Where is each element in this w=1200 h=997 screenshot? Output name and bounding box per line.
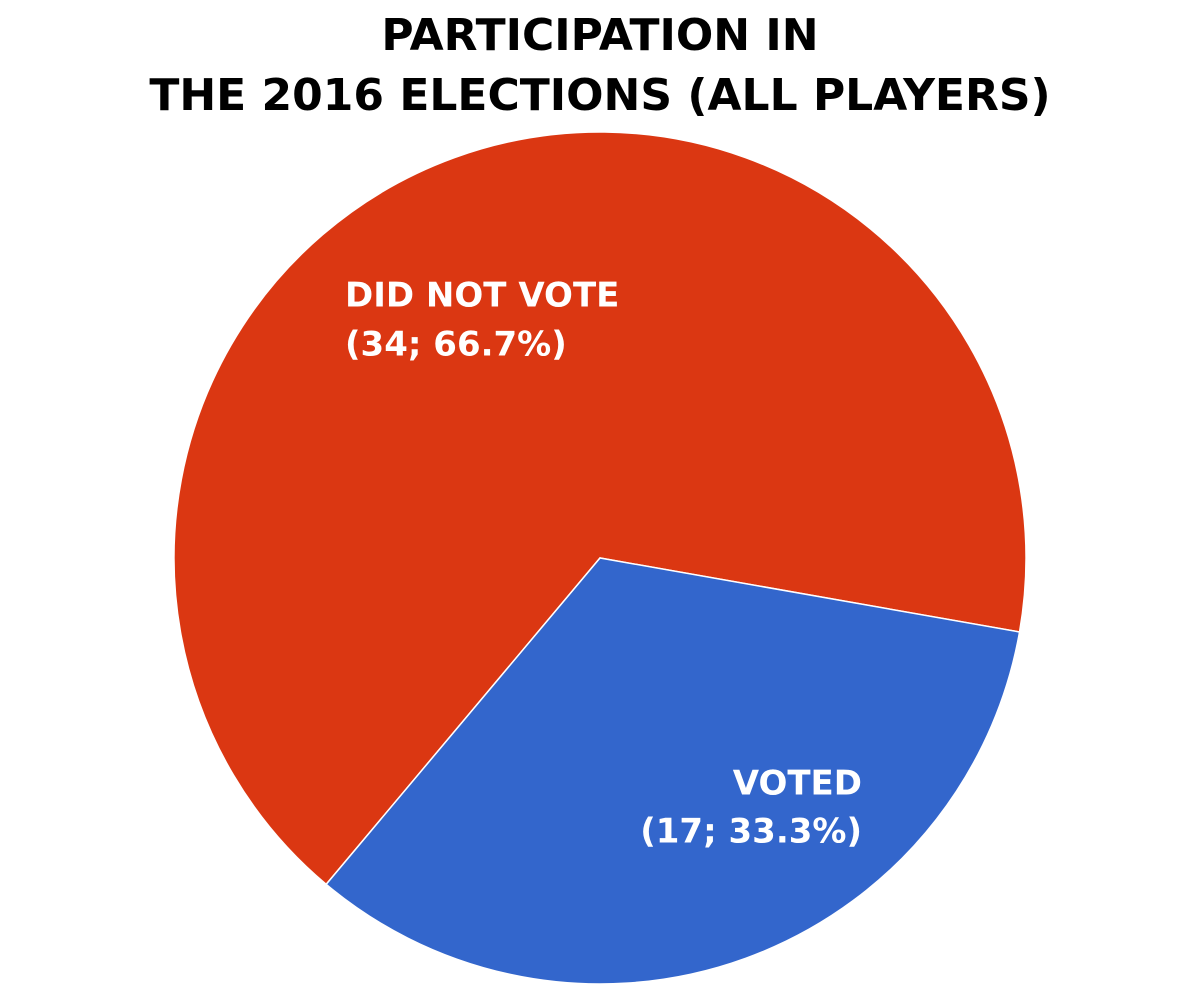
pie-slice — [173, 131, 1027, 886]
value-label: (17; 33.3%) — [640, 812, 862, 852]
slice-label: VOTED — [733, 764, 862, 804]
chart-title: PARTICIPATION IN — [381, 10, 818, 61]
value-label: (34; 66.7%) — [345, 325, 567, 365]
pie-slice — [325, 557, 1021, 985]
chart-title: THE 2016 ELECTIONS (ALL PLAYERS) — [149, 70, 1050, 121]
slice-label: DID NOT VOTE — [345, 276, 619, 316]
